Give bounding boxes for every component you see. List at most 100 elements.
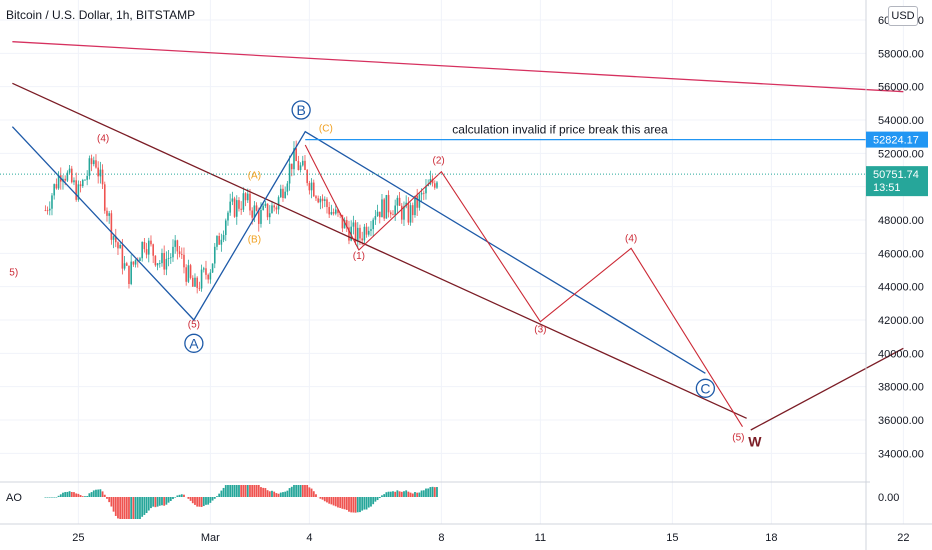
candle-body [222, 234, 225, 240]
ao-bar [75, 493, 78, 497]
x-tick-label: 18 [765, 532, 777, 544]
candle-body [187, 265, 190, 282]
blue-wave-path [11, 126, 706, 374]
candle-body [436, 182, 438, 188]
ao-bar [46, 497, 49, 498]
candle-body [249, 193, 251, 211]
ao-bar [158, 497, 161, 506]
ao-label: AO [6, 492, 22, 504]
candle-body [154, 255, 157, 266]
candle-body [108, 213, 110, 216]
candle-body [310, 182, 313, 191]
wave-label: (4) [97, 134, 109, 145]
ao-bar [297, 485, 300, 497]
candle-body [158, 263, 161, 264]
ao-bar [334, 497, 337, 507]
candle-body [277, 197, 280, 210]
candle-body [257, 210, 260, 224]
candle-body [262, 205, 264, 210]
ao-bar [205, 497, 207, 505]
ao-bar [238, 485, 240, 497]
ao-bar [398, 491, 401, 497]
candle-body [145, 249, 148, 255]
ao-bar [143, 497, 146, 515]
candle-body [161, 252, 163, 264]
dark-trend-line [12, 82, 747, 419]
ao-bar [253, 485, 256, 497]
candle-body [264, 203, 267, 206]
candle-body [183, 254, 185, 268]
wave-label: (4) [625, 234, 637, 245]
candle-body [268, 213, 271, 218]
ao-bar [356, 497, 359, 513]
candle-body [425, 185, 427, 194]
ao-bar [400, 491, 403, 497]
ao-bar [414, 492, 416, 497]
candle-body [147, 240, 150, 255]
candle-body [295, 148, 297, 162]
ao-bar [304, 485, 306, 497]
y-tick-label: 38000.00 [878, 382, 924, 394]
ao-bar [218, 493, 221, 497]
y-tick-label: 42000.00 [878, 315, 924, 327]
candle-body [46, 210, 49, 212]
candle-body [198, 287, 201, 289]
ao-bar [264, 488, 267, 497]
candle-body [220, 239, 223, 245]
ao-bar [68, 491, 71, 497]
ao-bar [330, 497, 333, 505]
candle-body [216, 235, 218, 247]
ao-bar [209, 497, 212, 503]
candle-body [103, 184, 106, 211]
candle-body [341, 214, 344, 229]
ao-bar [328, 497, 331, 504]
ao-bar [183, 494, 185, 497]
ao-bar [90, 492, 93, 497]
ao-bar [244, 485, 247, 497]
candle-body [312, 182, 315, 197]
candle-body [273, 205, 275, 208]
resistance-badge [866, 131, 928, 148]
ao-bar [372, 497, 375, 505]
ao-bar [145, 497, 148, 513]
w-projection-line [750, 347, 904, 431]
ao-bar [110, 497, 113, 507]
candle-body [202, 268, 205, 270]
ao-bar [407, 491, 410, 497]
candle-body [374, 216, 377, 220]
candle-body [167, 258, 170, 259]
wave-label: 5) [9, 268, 18, 279]
candle-body [319, 198, 322, 203]
ao-bar [255, 485, 258, 497]
ao-bar [108, 497, 111, 503]
candle-body [323, 199, 326, 201]
ao-bar [233, 485, 236, 497]
ao-bar [381, 495, 383, 497]
candle-body [260, 209, 262, 224]
candle-body [356, 227, 359, 242]
ao-bar [176, 495, 179, 497]
ao-bar [257, 485, 260, 497]
candle-body [55, 184, 58, 189]
ao-bar [363, 497, 366, 510]
candle-body [359, 227, 361, 239]
candle-body [64, 178, 66, 181]
currency-button[interactable]: USD [888, 6, 918, 26]
ao-bar [378, 497, 381, 499]
candle-body [191, 277, 194, 287]
x-tick-label: 22 [897, 532, 909, 544]
ao-bar [433, 487, 436, 497]
ao-bar [405, 490, 408, 497]
ao-bar [70, 491, 73, 497]
ao-bar [123, 497, 126, 519]
candle-body [288, 163, 291, 184]
candle-body [88, 158, 91, 176]
candle-body [178, 251, 181, 255]
candle-body [246, 193, 249, 201]
candle-body [293, 148, 295, 170]
ao-bar [383, 494, 386, 497]
ao-bar [172, 497, 174, 500]
ao-bar [427, 488, 430, 497]
candle-body [92, 160, 95, 165]
